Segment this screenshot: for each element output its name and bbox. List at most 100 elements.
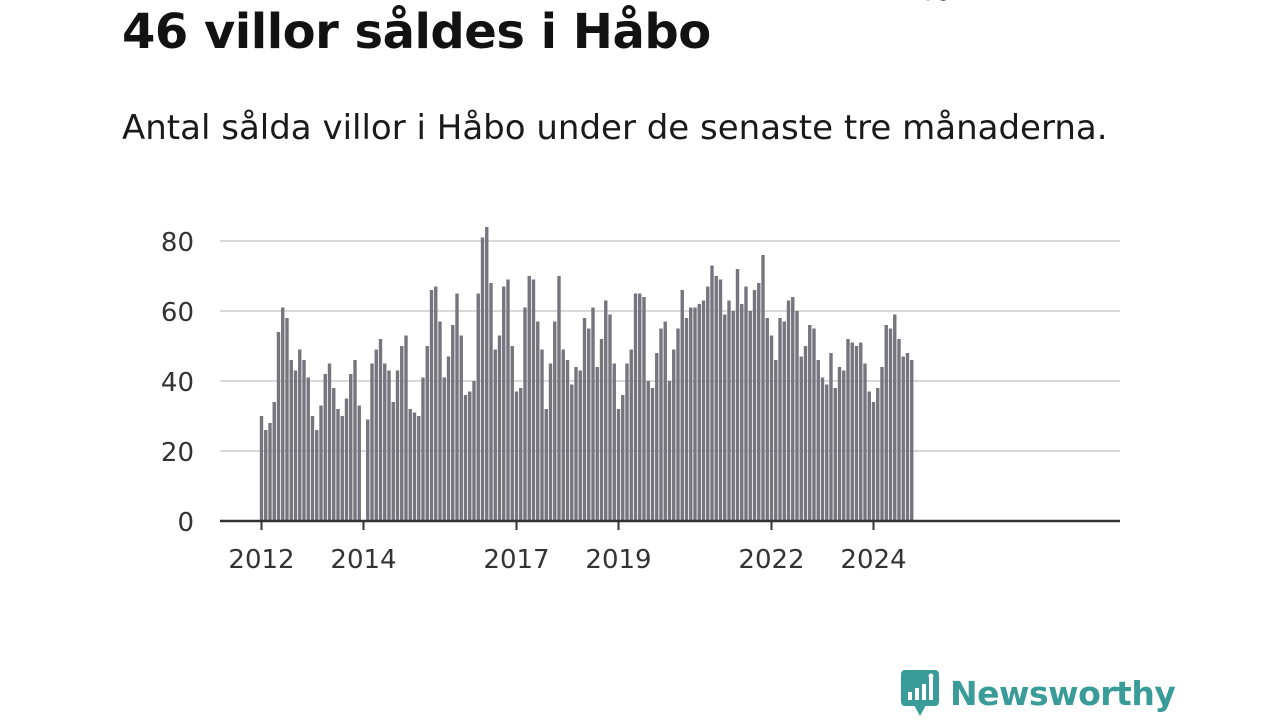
bar [506,279,510,521]
bar [842,370,846,521]
bar [298,349,302,521]
bar [621,395,625,521]
bar [616,409,621,521]
y-tick-label: 0 [177,508,194,538]
x-tick-label: 2012 [228,545,294,575]
x-axis-ticks: 2012 2014 2017 2019 2022 2024 [228,521,907,575]
bar [633,293,638,521]
bar [523,307,527,521]
bar [421,377,425,521]
bar [791,297,795,521]
bar [383,363,387,521]
bar [612,363,616,521]
bar [510,346,514,521]
bar [689,307,693,521]
bar [859,342,863,521]
bar [387,370,391,521]
bar [761,255,765,521]
bar [561,349,565,521]
bar [417,416,421,521]
bar [803,346,808,521]
bar [680,290,684,521]
chart-subtitle: Antal sålda villor i Håbo under de senas… [122,108,1108,148]
bar [570,384,574,521]
bar [735,269,740,521]
bar [757,283,761,521]
bar [825,384,829,521]
bar [714,276,718,521]
bar [553,321,557,521]
bar [833,388,837,521]
bar [544,409,548,521]
bar [536,321,540,521]
bar [336,409,340,521]
bar [706,286,710,521]
y-tick-label: 40 [161,368,194,398]
chart-title: 46 villor såldes i Håbo [122,4,711,60]
bar [497,335,502,521]
bar [302,360,306,521]
bar [310,416,315,521]
bar [425,346,429,521]
bar [752,290,757,521]
bar [604,300,608,521]
newsworthy-logo[interactable]: Newsworthy [900,668,1176,718]
bar [463,395,468,521]
bar [663,321,667,521]
bar [319,405,323,521]
bar [480,237,485,521]
bar [395,370,400,521]
bar [259,416,264,521]
bar [676,328,680,521]
bar [599,339,604,521]
bar [718,279,723,521]
bar [391,402,395,521]
bar [727,300,731,521]
bar [531,279,536,521]
bar [582,318,587,521]
bar [429,290,434,521]
y-tick-label: 20 [161,438,194,468]
bar [289,360,293,521]
bar [655,353,659,521]
bar [748,311,752,521]
bar [795,311,799,521]
bar [893,314,897,521]
bar [408,409,412,521]
bar [642,297,646,521]
bar [876,388,880,521]
bar [684,318,689,521]
bar [710,265,714,521]
bar [646,381,650,521]
bar [485,227,489,521]
bar [672,349,676,521]
bar [442,377,446,521]
bar [884,325,888,521]
bar [774,360,778,521]
x-tick-label: 2024 [840,545,906,575]
bar [638,293,642,521]
x-tick-label: 2022 [738,545,804,575]
bar [451,325,455,521]
bar [723,314,727,521]
bar [910,360,914,521]
bar [400,346,404,521]
bar [476,293,480,521]
bar [587,328,591,521]
bar [264,430,268,521]
bar [281,307,285,521]
bar [591,307,595,521]
bar [820,377,825,521]
bar [778,318,782,521]
bar [434,286,438,521]
bar [293,370,298,521]
bar [455,293,459,521]
x-tick-label: 2017 [483,545,549,575]
bar [332,388,336,521]
bar [697,304,701,521]
bar [808,325,812,521]
bar [667,381,672,521]
bar [366,419,370,521]
bar [323,374,327,521]
